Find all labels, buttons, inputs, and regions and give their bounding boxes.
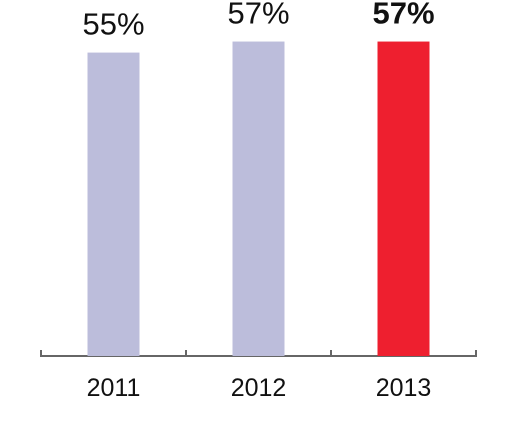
x-tick-label-2012: 2012 <box>231 374 287 402</box>
x-axis-ticks <box>40 350 477 357</box>
x-tick-labels: 2011 2012 2013 <box>87 374 432 402</box>
x-tick-label-2013: 2013 <box>376 374 432 402</box>
bars <box>87 41 430 357</box>
value-label-2013: 57% <box>372 0 434 31</box>
value-label-2012: 57% <box>227 0 289 31</box>
bar-2011 <box>87 52 140 356</box>
bar-2013 <box>377 41 430 357</box>
value-label-2011: 55% <box>82 7 144 42</box>
value-labels: 55% 57% 57% <box>82 0 434 42</box>
x-tick-label-2011: 2011 <box>87 374 141 402</box>
bar-2012 <box>232 41 285 357</box>
